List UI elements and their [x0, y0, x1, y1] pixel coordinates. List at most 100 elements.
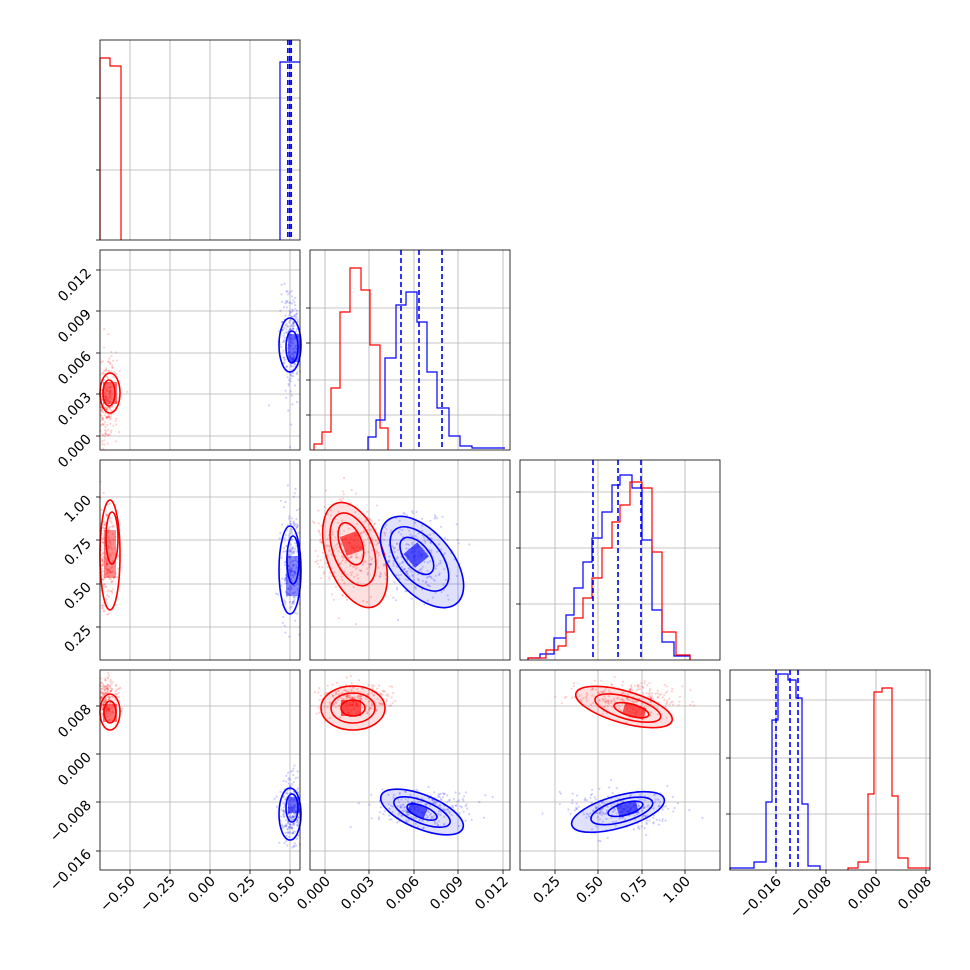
axes-frame [519, 459, 721, 661]
scatter-point [101, 557, 104, 560]
scatter-point [375, 552, 378, 555]
scatter-point [102, 550, 105, 553]
scatter-point [105, 513, 108, 516]
scatter-point [283, 332, 286, 335]
scatter-point [105, 572, 108, 575]
scatter-point [375, 543, 378, 546]
scatter-point [292, 563, 295, 566]
scatter-point [285, 328, 288, 331]
scatter-point [104, 691, 107, 694]
scatter-point [362, 541, 365, 544]
scatter-point [283, 578, 286, 581]
y-ticks: 0.008 0.000 −0.008 −0.016 [47, 702, 100, 894]
scatter-point [388, 818, 391, 821]
scatter-point [104, 679, 107, 682]
scatter-point [290, 812, 293, 815]
scatter-point [281, 328, 285, 332]
scatter-point [109, 415, 112, 418]
scatter-point [293, 550, 296, 553]
series-blue-hist [527, 474, 691, 660]
scatter-point [452, 806, 455, 809]
scatter-point [294, 547, 297, 551]
scatter-point [597, 839, 600, 842]
scatter-point [429, 560, 432, 563]
scatter-point [288, 311, 291, 314]
scatter-point [284, 314, 287, 317]
tick-label: 0.000 [294, 874, 334, 914]
scatter-point [101, 708, 104, 711]
scatter-point [286, 325, 290, 328]
scatter-point [282, 362, 285, 365]
scatter-point [400, 565, 403, 569]
scatter-point [328, 550, 331, 553]
scatter-point [292, 602, 295, 605]
scatter-point [294, 304, 297, 307]
scatter-point [294, 619, 297, 622]
scatter-point [105, 416, 108, 419]
scatter-point [290, 569, 293, 573]
scatter-point [100, 688, 104, 691]
scatter-point [102, 610, 105, 613]
scatter-point [295, 789, 298, 792]
scatter-point [287, 550, 291, 553]
scatter-point [356, 573, 359, 576]
scatter-point [416, 578, 420, 581]
scatter-point [285, 529, 289, 532]
scatter-point [101, 417, 104, 420]
tick-label: 0.008 [895, 874, 935, 914]
scatter-point [347, 527, 350, 530]
scatter-point [658, 819, 661, 822]
scatter-point [290, 566, 293, 569]
scatter-point [118, 370, 121, 373]
scatter-point [106, 687, 109, 690]
scatter-point [109, 422, 112, 425]
scatter-point [426, 561, 430, 564]
scatter-point [101, 708, 104, 711]
scatter-point [102, 541, 105, 544]
scatter-point [576, 794, 579, 797]
scatter-point [104, 558, 107, 561]
scatter-point [290, 550, 294, 553]
scatter-point [392, 547, 396, 550]
scatter-point [315, 712, 318, 715]
scatter-point [106, 569, 109, 572]
scatter-point [283, 624, 286, 627]
scatter-point [101, 410, 104, 413]
scatter-point [107, 552, 111, 555]
scatter-point [111, 533, 114, 536]
scatter-point [283, 561, 286, 564]
scatter-point [359, 532, 362, 535]
scatter-point [102, 529, 106, 532]
scatter-point [292, 551, 295, 554]
scatter-point [430, 549, 433, 552]
scatter-point [374, 539, 377, 542]
scatter-point [279, 499, 282, 502]
scatter-point [296, 587, 299, 590]
scatter-point [101, 560, 104, 563]
scatter-point [353, 565, 356, 568]
scatter-point [411, 573, 414, 577]
scatter-point [317, 529, 320, 532]
scatter-point [466, 807, 469, 810]
scatter-point [338, 498, 341, 501]
scatter-point [109, 571, 112, 574]
scatter-point [286, 828, 289, 831]
scatter-point [110, 689, 113, 692]
scatter-point [103, 701, 106, 704]
scatter-point [284, 819, 288, 822]
scatter-point [364, 520, 367, 523]
tick-label: 0.75 [61, 536, 94, 569]
scatter-point [396, 821, 399, 824]
scatter-point [398, 577, 401, 580]
scatter-point [108, 570, 111, 574]
scatter-point [110, 566, 113, 569]
scatter-point [280, 345, 283, 348]
scatter-point [331, 593, 334, 596]
scatter-point [290, 561, 293, 564]
scatter-point [101, 563, 104, 566]
series-blue-hist [729, 673, 821, 870]
scatter-point [384, 532, 387, 535]
scatter-point [101, 696, 104, 699]
scatter-point [610, 683, 613, 687]
